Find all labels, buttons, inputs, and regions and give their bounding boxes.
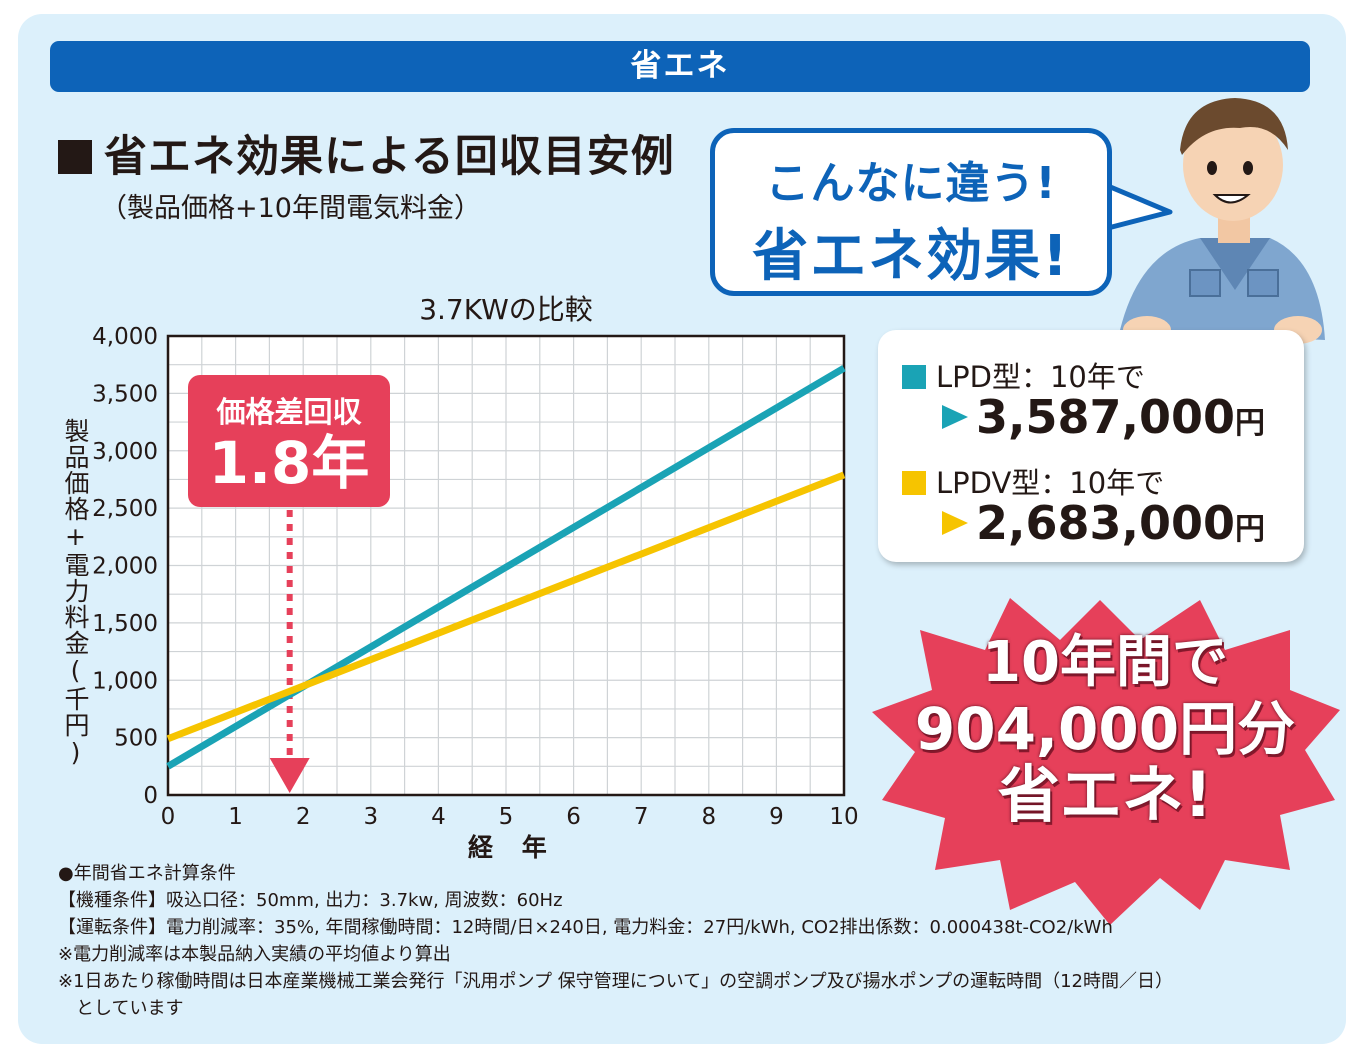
worker-illustration (1120, 98, 1325, 344)
y-tick-label: 500 (114, 726, 158, 752)
y-tick-label: 4,000 (92, 324, 158, 350)
bubble-line1: こんなに違う! (765, 158, 1057, 209)
series-lpdv-line (166, 471, 846, 743)
notes-line: ※1日あたり稼働時間は日本産業機械工業会発行「汎用ポンプ 保守管理について」の空… (58, 971, 1173, 992)
x-tick-label: 1 (228, 804, 243, 830)
savings-burst-text: 10年間で 904,000円分 省エネ! (880, 630, 1330, 828)
lpdv-swatch (902, 471, 926, 495)
lpdv-value: 2,683,000 (976, 496, 1235, 550)
notes-line: 【機種条件】吸込口径：50mm, 出力：3.7kw, 周波数：60Hz (58, 890, 563, 911)
lpdv-label: LPDV型：10年で (936, 466, 1165, 500)
x-tick-label: 7 (634, 804, 649, 830)
x-axis-label: 経 年 (468, 833, 557, 862)
bubble-tail (1105, 183, 1173, 231)
x-tick-label: 2 (296, 804, 311, 830)
lpd-value: 3,587,000 (976, 390, 1235, 444)
x-tick-label: 6 (566, 804, 581, 830)
chart-title: 3.7KWの比較 (419, 293, 593, 326)
lpd-row: LPD型：10年で (902, 354, 1145, 396)
notes-line: としています (58, 998, 184, 1019)
lpd-label: LPD型：10年で (936, 360, 1145, 394)
speech-bubble: こんなに違う! 省エネ効果! (710, 128, 1112, 296)
calculation-notes: ●年間省エネ計算条件 【機種条件】吸込口径：50mm, 出力：3.7kw, 周波… (58, 860, 1173, 1022)
x-tick-label: 5 (499, 804, 514, 830)
burst-line3: 省エネ! (997, 758, 1213, 831)
y-tick-label: 1,500 (92, 611, 158, 637)
notes-line: 【運転条件】電力削減率：35%, 年間稼働時間：12時間/日×240日, 電力料… (58, 917, 1113, 938)
down-arrow-icon (269, 758, 310, 793)
lpdv-value-row: 2,683,000円 (942, 496, 1265, 550)
section-header: 省エネ (50, 41, 1310, 92)
right-arrow-icon (942, 405, 968, 429)
y-tick-label: 0 (143, 783, 158, 809)
price-comparison-box: LPD型：10年で 3,587,000円 LPDV型：10年で 2,683,00… (878, 330, 1304, 562)
yen-unit: 円 (1235, 512, 1265, 547)
y-axis-label: 製品価格+電力料金(千円) (61, 418, 90, 768)
x-tick-label: 10 (829, 804, 858, 830)
y-tick-label: 3,500 (92, 381, 158, 407)
y-tick-label: 3,000 (92, 439, 158, 465)
bubble-line2: 省エネ効果! (752, 224, 1070, 289)
recovery-label: 価格差回収 (216, 395, 362, 429)
y-tick-label: 1,000 (92, 668, 158, 694)
plot-frame (166, 334, 846, 797)
x-tick-label: 0 (161, 804, 176, 830)
burst-line1: 10年間で (982, 630, 1228, 695)
lpdv-row: LPDV型：10年で (902, 460, 1164, 502)
section-title-text: 省エネ効果による回収目安例 (104, 132, 675, 182)
notes-line: ※電力削減率は本製品納入実績の平均値より算出 (58, 944, 451, 965)
burst-line2: 904,000円分 (914, 695, 1296, 763)
x-tick-label: 9 (769, 804, 784, 830)
series-lpd-line (166, 365, 846, 770)
lpd-swatch (902, 365, 926, 389)
yen-unit: 円 (1235, 406, 1265, 441)
section-title: 省エネ効果による回収目安例 (58, 122, 675, 184)
x-tick-label: 3 (363, 804, 378, 830)
y-tick-label: 2,500 (92, 496, 158, 522)
x-tick-label: 8 (701, 804, 716, 830)
notes-heading: ●年間省エネ計算条件 (58, 863, 236, 884)
square-bullet-icon (58, 140, 92, 174)
starburst-shape (872, 598, 1340, 925)
x-tick-label: 4 (431, 804, 446, 830)
lpd-value-row: 3,587,000円 (942, 390, 1265, 444)
recovery-callout: 価格差回収 1.8年 (188, 375, 390, 507)
y-tick-label: 2,000 (92, 554, 158, 580)
right-arrow-icon (942, 511, 968, 535)
recovery-value: 1.8年 (208, 429, 370, 497)
section-subtitle: （製品価格+10年間電気料金） (100, 193, 481, 224)
